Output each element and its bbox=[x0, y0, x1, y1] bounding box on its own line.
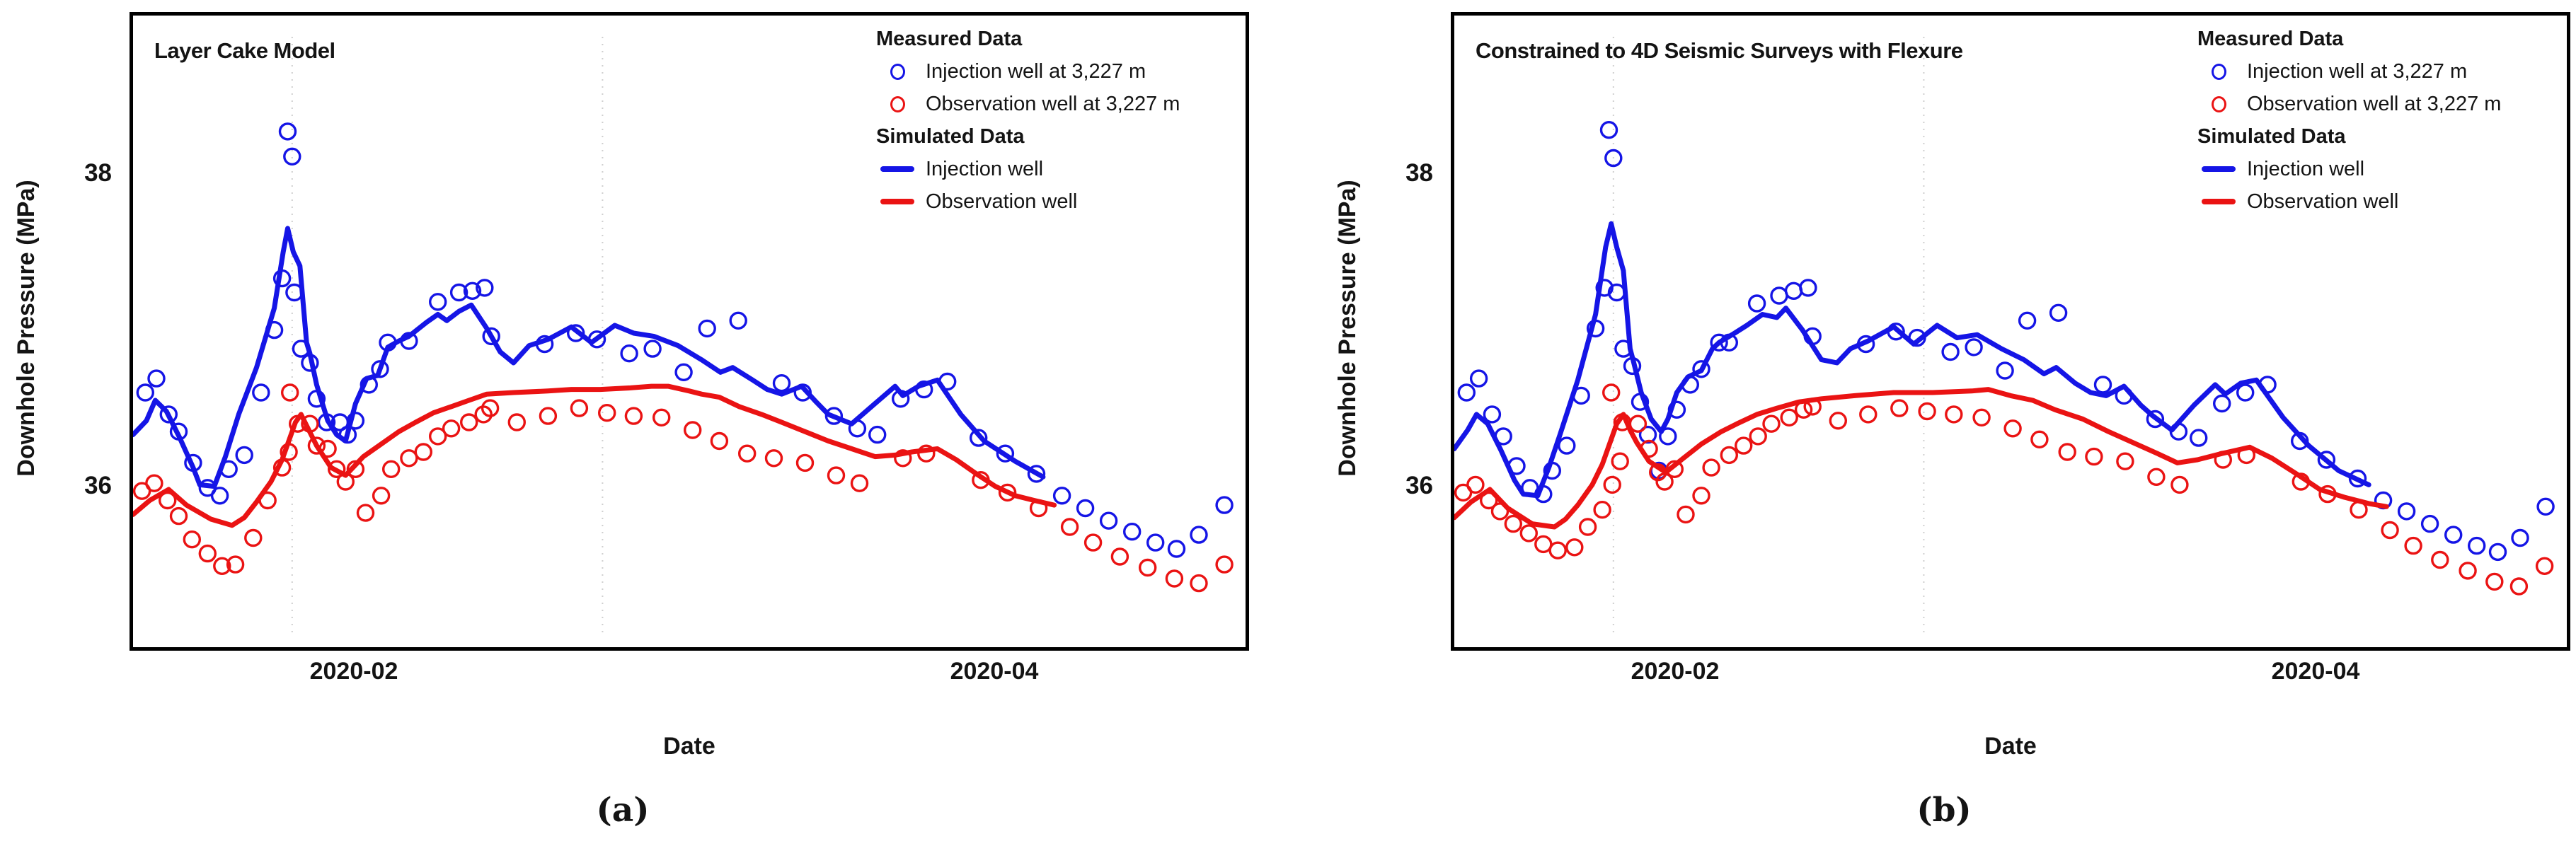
x-axis-label: Date bbox=[663, 733, 715, 760]
x-tick-2020-04: 2020-04 bbox=[950, 658, 1039, 685]
legend-item-label: Observation well at 3,227 m bbox=[926, 93, 1180, 115]
plot-title: Constrained to 4D Seismic Surveys with F… bbox=[1476, 38, 1963, 63]
x-tick-2020-02: 2020-02 bbox=[309, 658, 398, 685]
legend: Measured Data Injection well at 3,227 m … bbox=[2190, 23, 2567, 218]
subfigure-caption: (a) bbox=[596, 791, 650, 830]
legend-item-label: Injection well bbox=[2247, 158, 2365, 180]
legend-item-simulated-observation: Observation well bbox=[2190, 185, 2567, 218]
legend-measured-header: Measured Data bbox=[876, 28, 1023, 50]
legend-simulated-header: Simulated Data bbox=[876, 125, 1025, 148]
plot-area: Constrained to 4D Seismic Surveys with F… bbox=[1451, 12, 2570, 651]
plot-title: Layer Cake Model bbox=[154, 38, 335, 63]
legend-item-label: Injection well at 3,227 m bbox=[926, 60, 1146, 83]
x-tick-2020-02: 2020-02 bbox=[1631, 658, 1720, 685]
line-marker-icon bbox=[869, 199, 926, 204]
y-tick-38: 38 bbox=[1405, 159, 1433, 187]
x-axis-label: Date bbox=[1984, 733, 2037, 760]
legend-item-simulated-injection: Injection well bbox=[869, 153, 1246, 185]
circle-marker-icon bbox=[2190, 63, 2247, 80]
line-marker-icon bbox=[2190, 166, 2247, 172]
legend-item-label: Injection well at 3,227 m bbox=[2247, 60, 2468, 83]
subfigure-caption: (b) bbox=[1916, 791, 1972, 830]
legend-measured-header: Measured Data bbox=[2197, 28, 2344, 50]
legend-item-simulated-observation: Observation well bbox=[869, 185, 1246, 218]
line-marker-icon bbox=[869, 166, 926, 172]
legend-simulated-header: Simulated Data bbox=[2197, 125, 2346, 148]
legend-item-measured-observation: Observation well at 3,227 m bbox=[869, 88, 1246, 120]
legend-item-measured-injection: Injection well at 3,227 m bbox=[869, 55, 1246, 88]
x-tick-2020-04: 2020-04 bbox=[2271, 658, 2360, 685]
y-tick-38: 38 bbox=[84, 159, 112, 187]
subfigure-a: Downhole Pressure (MPa) 38 36 Layer Cake… bbox=[13, 12, 1249, 830]
legend-item-label: Observation well at 3,227 m bbox=[2247, 93, 2502, 115]
pressure-chart-a bbox=[133, 37, 1234, 638]
circle-marker-icon bbox=[869, 63, 926, 80]
line-marker-icon bbox=[2190, 199, 2247, 204]
y-tick-36: 36 bbox=[84, 472, 112, 499]
legend-item-measured-observation: Observation well at 3,227 m bbox=[2190, 88, 2567, 120]
legend: Measured Data Injection well at 3,227 m … bbox=[869, 23, 1246, 218]
legend-item-label: Observation well bbox=[2247, 190, 2399, 213]
plot-area: Layer Cake Model Measured Data Injection… bbox=[130, 12, 1249, 651]
legend-item-label: Observation well bbox=[926, 190, 1078, 213]
circle-marker-icon bbox=[2190, 95, 2247, 112]
legend-item-simulated-injection: Injection well bbox=[2190, 153, 2567, 185]
pressure-chart-b bbox=[1454, 37, 2555, 638]
legend-item-measured-injection: Injection well at 3,227 m bbox=[2190, 55, 2567, 88]
y-tick-36: 36 bbox=[1405, 472, 1433, 499]
legend-item-label: Injection well bbox=[926, 158, 1044, 180]
circle-marker-icon bbox=[869, 95, 926, 112]
subfigure-b: Downhole Pressure (MPa) 38 36 Constraine… bbox=[1321, 0, 2576, 853]
